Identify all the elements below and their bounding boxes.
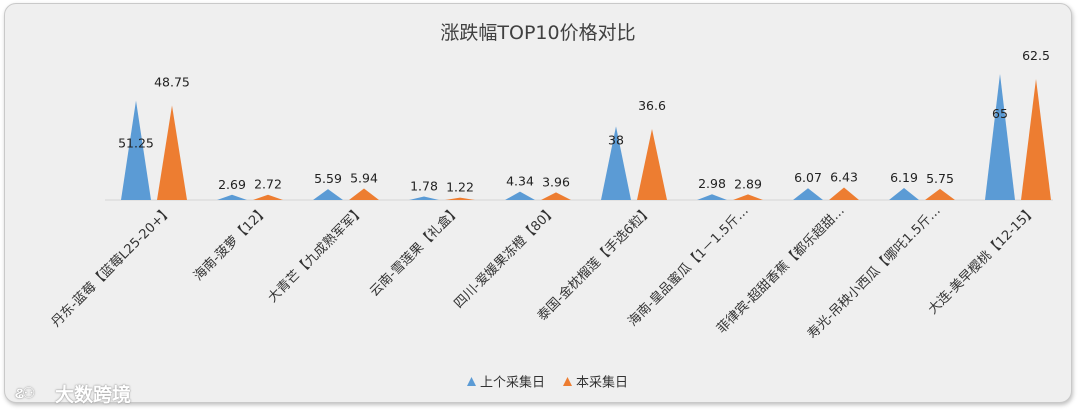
bar-curr-7 <box>829 187 859 200</box>
category-label: 大青芒【九成熟军军】 <box>265 203 368 306</box>
legend-marker <box>563 377 572 386</box>
bar-curr-5 <box>637 129 667 200</box>
data-label: 62.5 <box>1022 48 1050 63</box>
data-label: 2.69 <box>218 177 246 192</box>
bar-curr-1 <box>253 194 283 200</box>
legend-label: 本采集日 <box>576 375 628 391</box>
data-label: 5.59 <box>314 171 342 186</box>
data-label: 2.98 <box>698 176 726 191</box>
data-label: 38 <box>608 132 624 147</box>
data-label: 5.75 <box>926 171 954 186</box>
bar-prev-2 <box>313 189 343 200</box>
bar-prev-3 <box>409 196 439 200</box>
bar-curr-9 <box>1021 78 1051 200</box>
category-label: 大连-美早樱桃【12-15】 <box>925 203 1040 318</box>
bar-prev-4 <box>505 191 535 200</box>
data-label: 2.72 <box>254 177 282 192</box>
chart-card: 涨跌幅TOP10价格对比 51.25 48.75 2.69 2.72 5.59 5.94 1… <box>4 3 1072 406</box>
data-label: 1.78 <box>410 179 438 194</box>
data-label: 6.07 <box>794 170 822 185</box>
category-labels: 丹东-蓝莓【蓝莓L25-20+】 海南-菠萝【12】大青芒【九成熟军军】 云南-雪莲… <box>49 203 1040 343</box>
bar-prev-7 <box>793 188 823 200</box>
bar-curr-3 <box>445 197 475 200</box>
bar-prev-9 <box>985 74 1015 200</box>
legend-item[interactable]: 本采集日 <box>563 375 628 391</box>
legend-item[interactable]: 上个采集日 <box>467 375 545 391</box>
bar-curr-0 <box>157 105 187 200</box>
bar-curr-8 <box>925 188 955 200</box>
bar-curr-4 <box>541 192 571 200</box>
data-label: 36.6 <box>638 98 666 113</box>
data-label: 6.19 <box>890 170 918 185</box>
bar-curr-6 <box>733 194 763 200</box>
watermark-text: 大数跨境 <box>55 384 132 406</box>
data-label: 4.34 <box>506 174 534 189</box>
category-label: 丹东-蓝莓【蓝莓L25-20+】 <box>49 203 176 330</box>
bar-curr-2 <box>349 188 379 200</box>
bar-prev-5 <box>601 126 631 200</box>
data-label: 6.43 <box>830 170 858 185</box>
chart-legend[interactable]: 上个采集日 本采集日 <box>467 375 628 391</box>
data-label: 65 <box>992 106 1008 121</box>
logo-icon: ଌ⚇ <box>15 383 35 402</box>
data-label: 2.89 <box>734 176 762 191</box>
bar-prev-6 <box>697 194 727 200</box>
legend-marker <box>467 377 476 386</box>
bar-prev-0 <box>121 100 151 200</box>
category-label: 海南-菠萝【12】 <box>190 203 271 284</box>
data-label: 5.94 <box>350 170 378 185</box>
data-label: 1.22 <box>446 180 474 195</box>
chart-plot: 51.25 48.75 2.69 2.72 5.59 5.94 1.78 1.22 4.34 3.… <box>49 48 1053 391</box>
watermark: ଌ⚇ 大数跨境 <box>15 380 131 407</box>
data-label: 3.96 <box>542 174 570 189</box>
data-label: 48.75 <box>154 75 190 90</box>
chart-marks: 51.25 48.75 2.69 2.72 5.59 5.94 1.78 1.22 4.34 3.… <box>118 48 1051 200</box>
category-label: 云南-雪莲果【礼盒】 <box>366 203 463 300</box>
category-label: 四川-爱媛果冻橙【80】 <box>451 203 560 312</box>
legend-label: 上个采集日 <box>480 375 545 391</box>
chart-title: 涨跌幅TOP10价格对比 <box>440 22 636 44</box>
bar-prev-8 <box>889 188 919 200</box>
bar-prev-1 <box>217 194 247 200</box>
data-label: 51.25 <box>118 136 154 151</box>
